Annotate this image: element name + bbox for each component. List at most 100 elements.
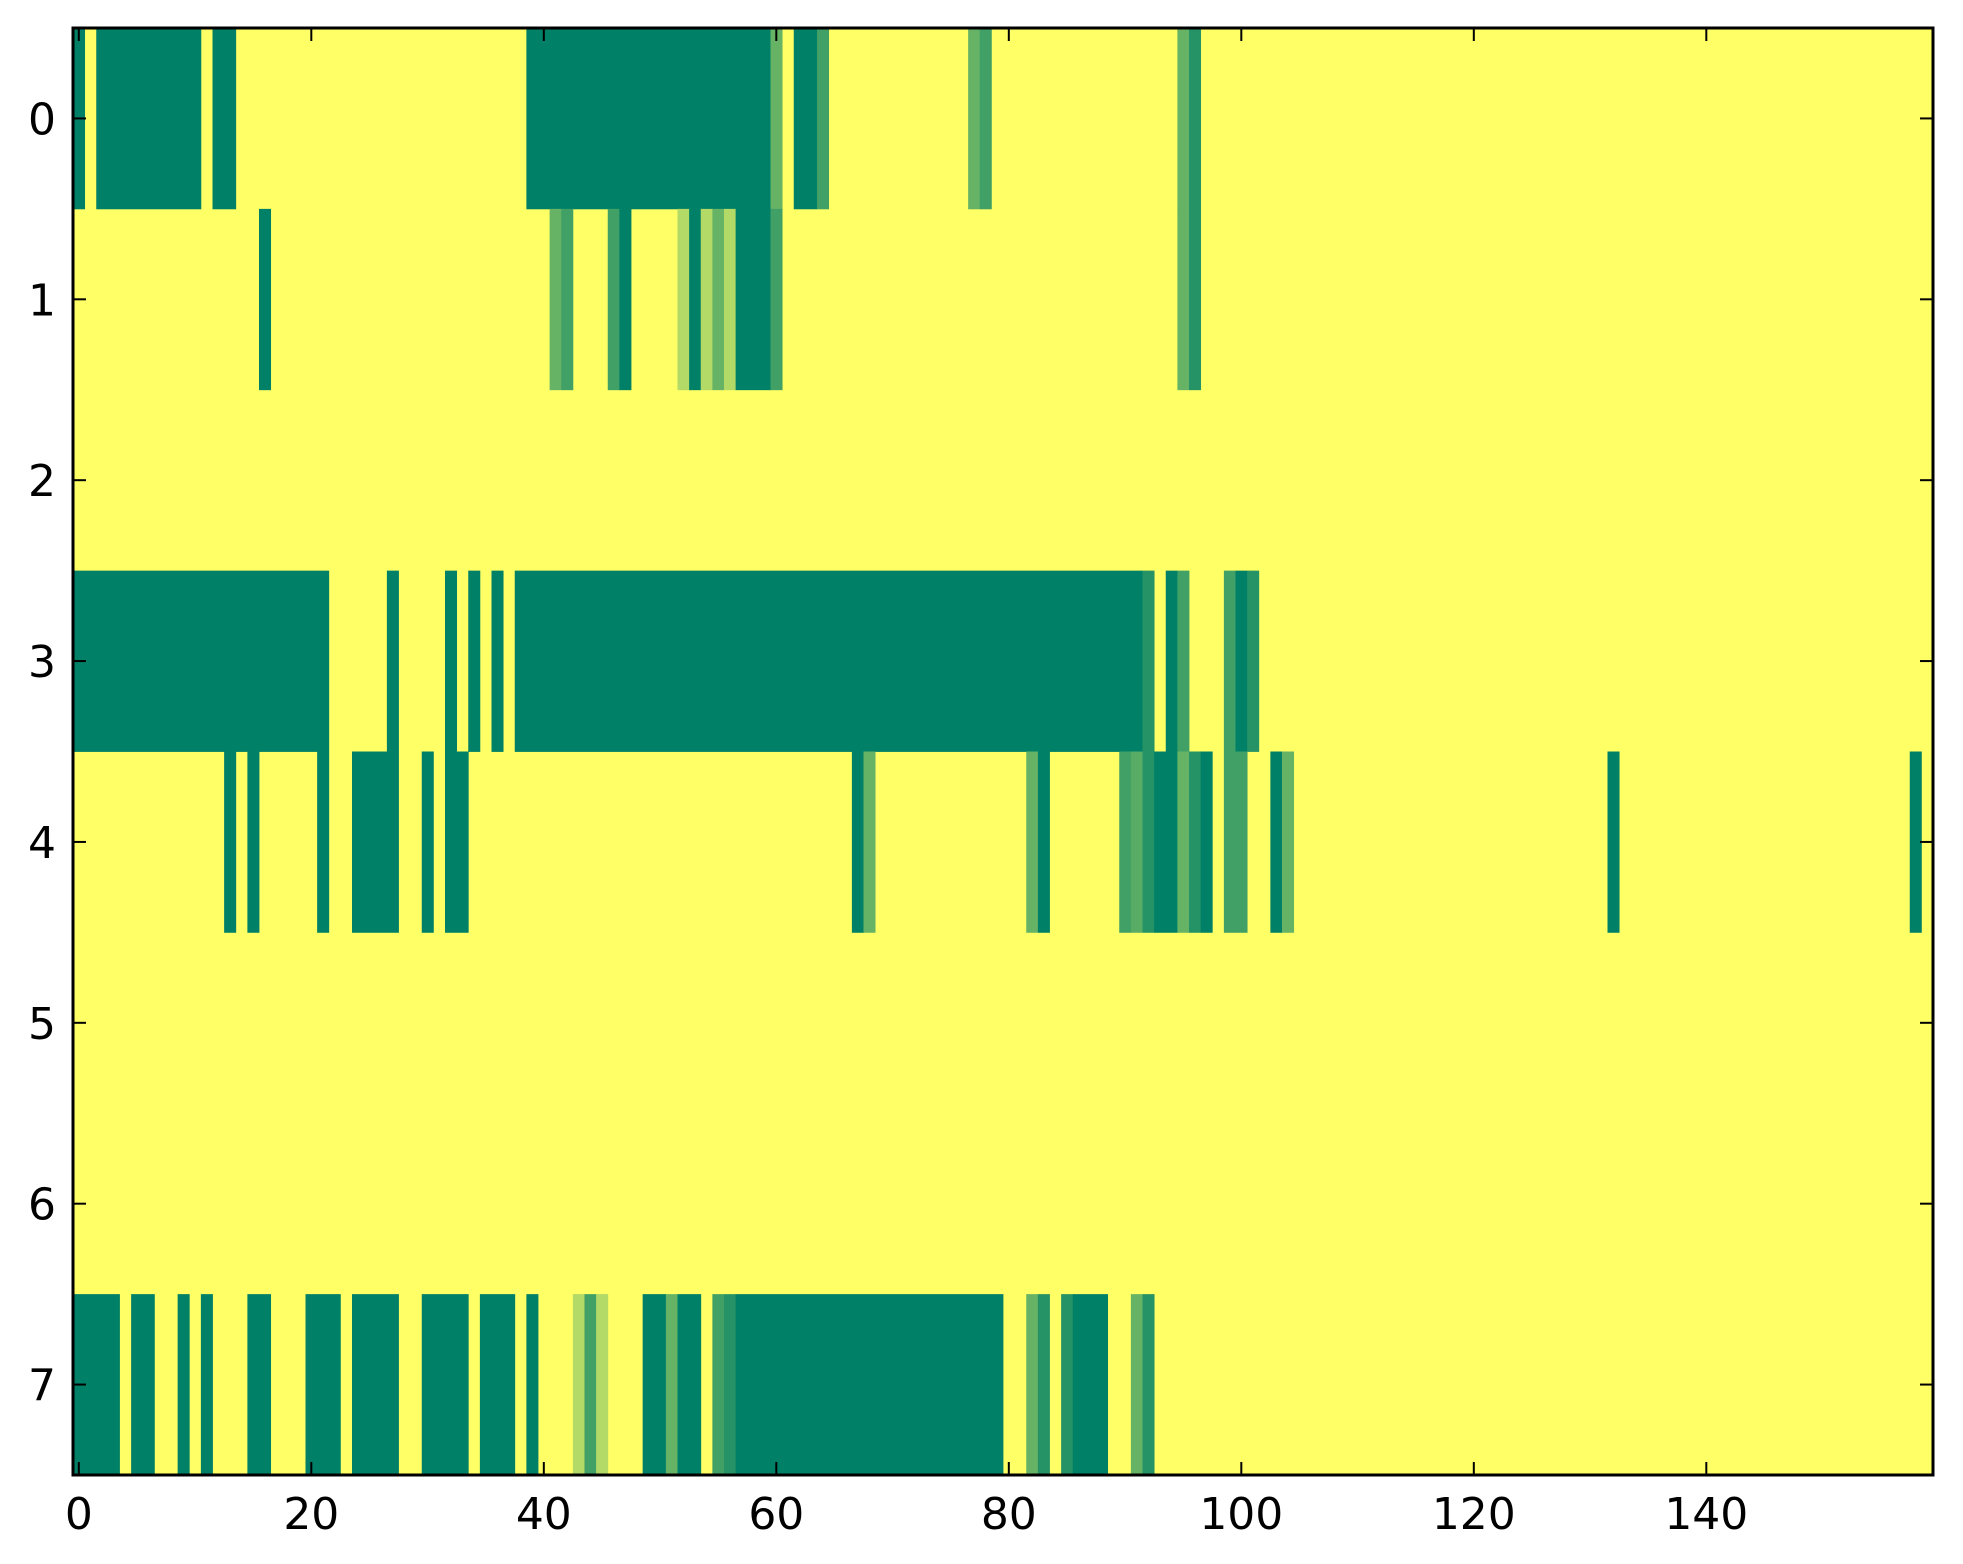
heatmap-cell (1189, 28, 1202, 210)
heatmap-cell (1282, 751, 1295, 933)
heatmap-cell (712, 208, 725, 391)
heatmap-cell (224, 751, 237, 933)
y-tick-label: 1 (28, 275, 56, 326)
heatmap-cell (526, 28, 771, 210)
heatmap-cell (421, 1294, 469, 1476)
heatmap-cell (1177, 208, 1190, 391)
heatmap-cell (131, 1294, 155, 1476)
x-axis-tick-labels: 0 20 40 60 80 100 120 140 (65, 1489, 1748, 1540)
heatmap-cell (445, 570, 458, 752)
heatmap-cell (863, 751, 876, 933)
heatmap-cell (212, 28, 237, 210)
heatmap-cell (572, 1294, 585, 1476)
heatmap-cell (642, 1294, 667, 1476)
y-tick-label: 5 (28, 999, 56, 1050)
heatmap-cell (770, 208, 783, 391)
y-tick-label: 7 (28, 1361, 56, 1412)
heatmap-cell (514, 570, 1143, 752)
heatmap-cell (1189, 208, 1202, 391)
heatmap-cell (468, 570, 481, 752)
heatmap-cell (1223, 570, 1236, 752)
heatmap-cell (1165, 570, 1178, 752)
heatmap-cell (677, 208, 690, 391)
y-tick-label: 6 (28, 1180, 56, 1231)
heatmap-cell (689, 208, 702, 391)
heatmap-cell (1061, 1294, 1074, 1476)
heatmap-cell (247, 751, 260, 933)
heatmap-cell (724, 208, 737, 391)
heatmap-cell (1037, 1294, 1050, 1476)
x-tick-label: 120 (1432, 1489, 1516, 1540)
x-tick-label: 60 (748, 1489, 804, 1540)
heatmap-cell (1177, 28, 1190, 210)
heatmap-cell (445, 751, 469, 933)
heatmap-cell (1130, 751, 1143, 933)
x-tick-label: 20 (283, 1489, 339, 1540)
heatmap-cell (677, 1294, 702, 1476)
heatmap-cell (1177, 570, 1190, 752)
heatmap-cell (712, 1294, 725, 1476)
heatmap-cell (735, 208, 771, 391)
x-tick-label: 100 (1199, 1489, 1283, 1540)
x-tick-label: 80 (981, 1489, 1037, 1540)
heatmap-cell (305, 1294, 341, 1476)
axis-ticks (73, 28, 1933, 1475)
y-axis-tick-labels: 0 1 2 3 4 5 6 7 (28, 94, 56, 1411)
plot-frame (71, 26, 1935, 1477)
heatmap-cell (770, 28, 783, 210)
heatmap-cell (526, 1294, 539, 1476)
y-tick-label: 0 (28, 94, 56, 145)
heatmap-cell (1270, 751, 1283, 933)
heatmap-cell (561, 208, 574, 391)
x-tick-label: 40 (516, 1489, 572, 1540)
heatmap-cell (1909, 751, 1922, 933)
heatmap-cell (1154, 751, 1178, 933)
heatmap-cell (735, 1294, 1004, 1476)
heatmap-cell (1119, 751, 1132, 933)
heatmap-cell (851, 751, 864, 933)
heatmap-cell (1200, 751, 1213, 933)
heatmap-cell (352, 1294, 399, 1476)
heatmap-cell (1130, 1294, 1143, 1476)
heatmap-cells (73, 28, 1933, 1476)
x-tick-label: 0 (65, 1489, 93, 1540)
heatmap-cell (1177, 751, 1190, 933)
heatmap-cell (1142, 1294, 1155, 1476)
heatmap-cell (607, 208, 620, 391)
heatmap-cell (549, 208, 562, 391)
heatmap-cell (1189, 751, 1202, 933)
heatmap-cell (665, 1294, 678, 1476)
heatmap-cell (177, 1294, 190, 1476)
y-tick-label: 3 (28, 637, 56, 688)
heatmap-cell (619, 208, 632, 391)
heatmap-cell (247, 1294, 272, 1476)
heatmap-cell (724, 1294, 737, 1476)
heatmap-cell (317, 751, 330, 933)
heatmap-cell (1142, 751, 1155, 933)
heatmap-cell (1026, 751, 1039, 933)
heatmap-cell (96, 28, 202, 210)
heatmap-cell (73, 570, 330, 752)
heatmap-cell (979, 28, 992, 210)
heatmap-cell (700, 208, 713, 391)
heatmap-cell (968, 28, 981, 210)
y-tick-label: 4 (28, 818, 56, 869)
y-tick-label: 2 (28, 456, 56, 507)
heatmap-cell (491, 570, 504, 752)
heatmap-cell (1247, 570, 1260, 752)
heatmap-cell (200, 1294, 213, 1476)
heatmap-cell (421, 751, 434, 933)
heatmap-cell (817, 28, 830, 210)
heatmap-cell (479, 1294, 516, 1476)
heatmap-cell (1223, 751, 1248, 933)
heatmap-cell (386, 570, 399, 752)
heatmap-cell (1072, 1294, 1109, 1476)
x-tick-label: 140 (1664, 1489, 1748, 1540)
heatmap-cell (596, 1294, 609, 1476)
heatmap-cell (1607, 751, 1620, 933)
heatmap-cell (1037, 751, 1050, 933)
heatmap-cell (1142, 570, 1155, 752)
heatmap-cell (1235, 570, 1248, 752)
heatmap-cell (1026, 1294, 1039, 1476)
